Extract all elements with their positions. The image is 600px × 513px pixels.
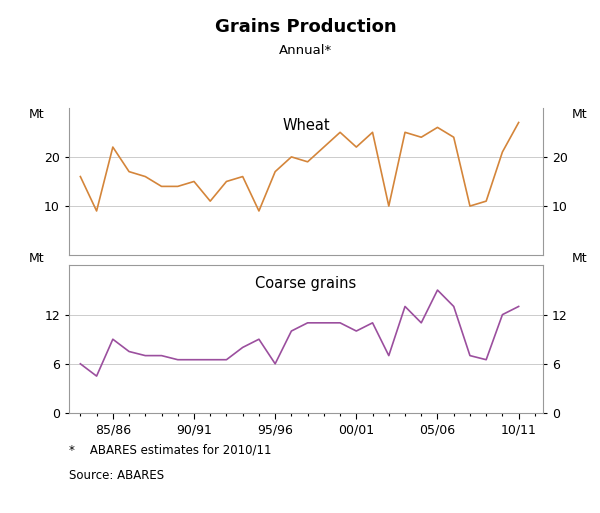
Text: Mt: Mt [29,108,44,121]
Text: Mt: Mt [571,108,587,121]
Text: Annual*: Annual* [280,44,332,56]
Text: *    ABARES estimates for 2010/11: * ABARES estimates for 2010/11 [69,444,271,457]
Text: Mt: Mt [571,252,587,266]
Text: Coarse grains: Coarse grains [256,276,356,291]
Text: Grains Production: Grains Production [215,18,397,36]
Text: Wheat: Wheat [282,118,330,133]
Text: Source: ABARES: Source: ABARES [69,469,164,482]
Text: Mt: Mt [29,252,44,266]
